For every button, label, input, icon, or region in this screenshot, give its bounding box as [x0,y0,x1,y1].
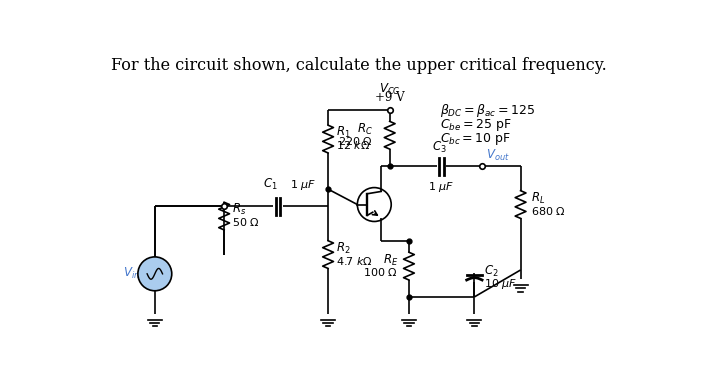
Text: +9 V: +9 V [375,91,404,104]
Text: $C_{bc} = 10\ \mathrm{pF}$: $C_{bc} = 10\ \mathrm{pF}$ [440,131,511,147]
Text: $1\ \mu F$: $1\ \mu F$ [428,180,454,194]
Text: For the circuit shown, calculate the upper critical frequency.: For the circuit shown, calculate the upp… [111,58,607,74]
Text: $C_1$: $C_1$ [263,177,278,192]
Text: $680\ \Omega$: $680\ \Omega$ [531,205,566,217]
Circle shape [138,257,172,291]
Text: $R_C$: $R_C$ [357,121,373,137]
Text: $R_1$: $R_1$ [336,125,350,140]
Text: $C_{be} = 25\ \mathrm{pF}$: $C_{be} = 25\ \mathrm{pF}$ [440,117,512,133]
Text: $\beta_{DC} = \beta_{ac} = 125$: $\beta_{DC} = \beta_{ac} = 125$ [440,102,535,119]
Text: $R_L$: $R_L$ [531,191,545,206]
Text: $R_s$: $R_s$ [232,202,246,217]
Text: $1\ \mu F$: $1\ \mu F$ [290,178,316,192]
Text: $V_{CC}$: $V_{CC}$ [379,82,400,97]
Text: $50\ \Omega$: $50\ \Omega$ [232,216,259,228]
Text: $R_E$: $R_E$ [383,252,398,268]
Text: $V_{out}$: $V_{out}$ [486,148,510,163]
Text: $C_2$: $C_2$ [484,264,498,279]
Text: $10\ \mu F$: $10\ \mu F$ [484,277,517,291]
Text: $4.7\ k\Omega$: $4.7\ k\Omega$ [336,255,373,267]
Text: $100\ \Omega$: $100\ \Omega$ [363,266,398,278]
Text: $R_2$: $R_2$ [336,241,350,256]
Text: $C_3$: $C_3$ [433,140,447,155]
Text: $V_{in}$: $V_{in}$ [123,266,140,281]
Text: $12\ k\Omega$: $12\ k\Omega$ [336,139,370,151]
Text: $220\ \Omega$: $220\ \Omega$ [338,135,373,147]
